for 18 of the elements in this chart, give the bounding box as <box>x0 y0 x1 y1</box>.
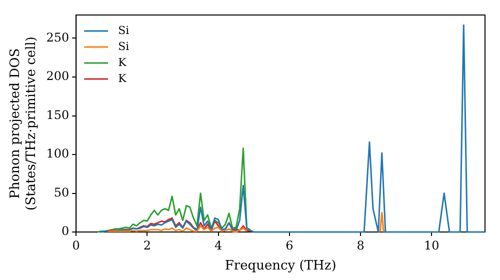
x-tick-label: 6 <box>286 238 294 252</box>
x-tick-label: 4 <box>214 238 223 252</box>
y-tick-label: 50 <box>54 185 70 200</box>
y-tick-label: 200 <box>46 69 70 84</box>
x-tick-label: 2 <box>143 238 152 252</box>
y-tick-label: 100 <box>46 146 70 161</box>
y-axis-title: Phonon projected DOS (States/THz·primitive cell) <box>8 36 39 211</box>
x-tick-label: 10 <box>424 238 440 252</box>
x-tick-label: 0 <box>72 238 80 252</box>
x-tick-label: 8 <box>356 238 364 252</box>
legend-label: K <box>118 56 128 69</box>
y-tick-label: 150 <box>46 108 70 122</box>
legend-label: K <box>118 72 128 85</box>
legend-label: Si <box>118 24 130 37</box>
y-tick-label: 0 <box>61 224 70 238</box>
x-axis-title: Frequency (THz) <box>224 258 336 274</box>
y-tick-label: 250 <box>46 30 70 44</box>
legend-label: Si <box>118 40 130 53</box>
